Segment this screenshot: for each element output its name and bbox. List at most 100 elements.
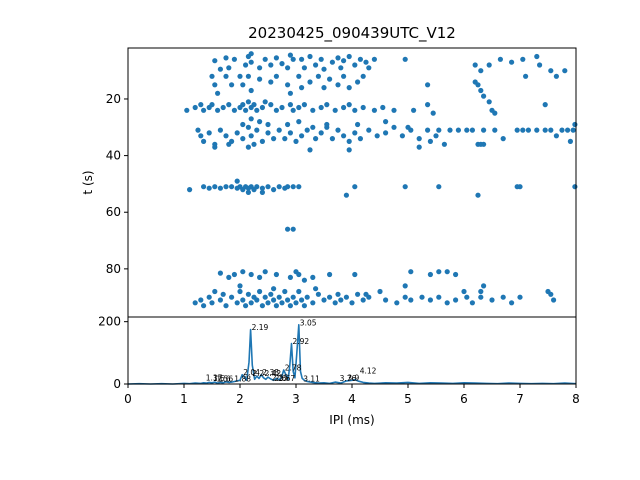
- scatter-point: [229, 82, 235, 88]
- scatter-point: [262, 294, 268, 300]
- scatter-point: [212, 58, 218, 64]
- scatter-point: [212, 144, 218, 150]
- scatter-point: [245, 73, 251, 79]
- scatter-point: [335, 127, 341, 133]
- scatter-point: [206, 185, 212, 191]
- scatter-point: [251, 102, 257, 108]
- scatter-point: [416, 136, 422, 142]
- scatter-point: [469, 300, 475, 306]
- scatter-point: [276, 127, 282, 133]
- scatter-point: [215, 107, 221, 113]
- scatter-point: [453, 297, 459, 303]
- scatter-point: [341, 73, 347, 79]
- scatter-point: [206, 294, 212, 300]
- scatter-point: [357, 56, 363, 62]
- scatter-point: [534, 127, 540, 133]
- scatter-point: [327, 271, 333, 278]
- scatter-point: [523, 73, 529, 79]
- scatter-point: [500, 294, 506, 300]
- scatter-point: [212, 288, 218, 295]
- scatter-point: [285, 121, 291, 128]
- scatter-point: [296, 184, 302, 190]
- scatter-point: [489, 297, 495, 303]
- scatter-point: [265, 300, 271, 306]
- scatter-point: [209, 102, 215, 108]
- scatter-point: [310, 300, 316, 306]
- scatter-point: [542, 102, 548, 108]
- scatter-point: [391, 107, 397, 113]
- scatter-point: [209, 300, 215, 306]
- scatter-point: [248, 87, 254, 94]
- scatter-frame: [127, 47, 577, 318]
- scatter-point: [352, 62, 358, 68]
- scatter-point: [562, 68, 568, 74]
- scatter-point: [436, 269, 442, 275]
- scatter-point: [360, 73, 366, 79]
- y-tick-label: 60: [106, 205, 121, 219]
- scatter-point: [551, 297, 557, 303]
- scatter-point: [257, 274, 263, 280]
- scatter-point: [399, 133, 405, 139]
- scatter-point: [310, 107, 316, 113]
- scatter-point: [201, 184, 207, 190]
- scatter-point: [346, 85, 352, 91]
- scatter-point: [366, 127, 372, 133]
- scatter-point: [343, 294, 349, 300]
- scatter-point: [307, 147, 313, 153]
- scatter-point: [290, 184, 296, 190]
- peak-label: 3.05: [300, 318, 317, 327]
- scatter-point: [243, 303, 249, 309]
- scatter-point: [453, 271, 459, 278]
- x-axis-label: IPI (ms): [329, 413, 374, 427]
- scatter-point: [259, 303, 265, 309]
- scatter-point: [285, 297, 291, 303]
- x-tick-label: 5: [404, 392, 412, 406]
- scatter-point: [273, 271, 279, 278]
- scatter-point: [383, 297, 389, 303]
- x-tick-label: 3: [292, 392, 300, 406]
- scatter-point: [287, 102, 293, 108]
- scatter-point: [217, 270, 223, 276]
- scatter-point: [201, 138, 207, 144]
- scatter-point: [327, 294, 333, 300]
- scatter-point: [329, 59, 335, 65]
- scatter-point: [478, 87, 484, 94]
- scatter-point: [343, 192, 349, 198]
- scatter-point: [346, 53, 352, 60]
- scatter-point: [226, 102, 232, 108]
- scatter-point: [279, 61, 285, 67]
- scatter-point: [307, 53, 313, 60]
- scatter-point: [329, 136, 335, 142]
- scatter-point: [299, 56, 305, 62]
- scatter-point: [206, 130, 212, 136]
- scatter-point: [248, 59, 254, 65]
- scatter-point: [187, 187, 193, 193]
- scatter-point: [301, 65, 307, 71]
- scatter-point: [285, 82, 291, 88]
- scatter-point: [366, 65, 372, 71]
- scatter-point: [245, 144, 251, 150]
- scatter-point: [405, 124, 411, 130]
- peak-label: 2.38: [262, 368, 279, 377]
- y-tick-label: 80: [106, 262, 121, 276]
- scatter-point: [262, 56, 268, 62]
- scatter-point: [254, 297, 260, 303]
- scatter-point: [461, 288, 467, 295]
- scatter-point: [223, 303, 229, 309]
- scatter-point: [268, 102, 274, 108]
- scatter-point: [231, 271, 237, 278]
- scatter-point: [371, 107, 377, 113]
- scatter-point: [257, 65, 263, 71]
- scatter-point: [279, 104, 285, 111]
- scatter-point: [436, 184, 442, 190]
- peak-label: 1.56: [216, 374, 233, 383]
- scatter-point: [315, 73, 321, 79]
- x-tick-label: 6: [460, 392, 468, 406]
- scatter-point: [276, 184, 282, 190]
- scatter-point: [478, 288, 484, 295]
- scatter-point: [268, 62, 274, 68]
- scatter-point: [265, 121, 271, 128]
- x-tick-label: 2: [236, 392, 244, 406]
- y-tick-label: 0: [113, 377, 121, 391]
